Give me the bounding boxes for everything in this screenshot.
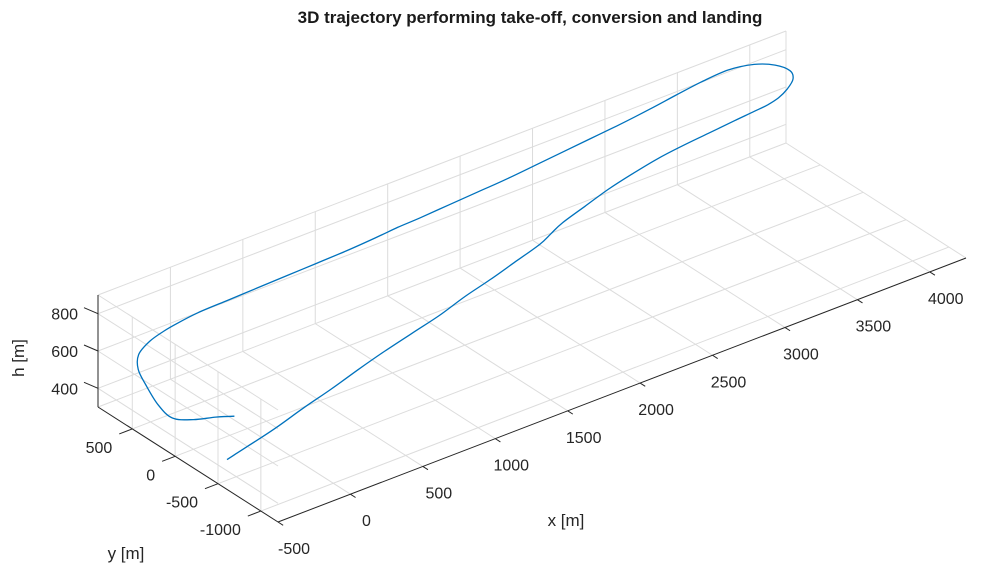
trajectory-line-0 — [136, 63, 794, 461]
x-tick-label: 500 — [425, 485, 452, 502]
floor-gridline-x — [387, 295, 568, 412]
y-tick-mark — [204, 483, 219, 490]
x-axis-line — [277, 257, 967, 523]
z-axis-label: h [m] — [9, 339, 28, 377]
box-edge — [785, 142, 967, 259]
x-tick-mark — [494, 438, 501, 443]
z-tick-mark — [83, 307, 99, 315]
floor-gridline-x — [749, 156, 931, 273]
x-tick-mark — [422, 465, 429, 471]
x-tick-label: -500 — [278, 541, 310, 558]
x-tick-mark — [712, 354, 718, 359]
x-tick-mark — [929, 271, 936, 276]
x-tick-mark — [784, 327, 791, 332]
y-tick-mark — [161, 455, 176, 462]
x-tick-mark — [567, 410, 574, 415]
x-tick-label: 2000 — [638, 402, 674, 419]
x-tick-mark — [857, 299, 863, 304]
z-tick-label: 600 — [51, 344, 78, 361]
x-tick-label: 4000 — [928, 291, 964, 308]
x-tick-label: 2500 — [711, 374, 747, 391]
x-tick-mark — [350, 493, 356, 498]
floor-gridline-y — [260, 246, 950, 512]
y-tick-label: 0 — [146, 467, 155, 484]
floor-gridline-y — [217, 219, 907, 485]
floor-gridline-x — [242, 350, 424, 467]
x-tick-label: 1000 — [493, 458, 529, 475]
y-axis-label: y [m] — [108, 544, 145, 563]
labels-layer: -500 0 500 1000 1500 2000 2500 3000 3500 4000 500 0… — [51, 291, 963, 558]
box-edge — [97, 294, 279, 411]
series-layer — [136, 63, 794, 461]
x-tick-mark — [639, 382, 646, 387]
floor-gridline-y — [174, 191, 864, 457]
backwall-gridline-z — [97, 123, 787, 389]
box-edge — [97, 30, 787, 296]
floor-gridline-x — [532, 239, 713, 356]
z-tick-mark — [83, 381, 99, 389]
axes-layer — [83, 257, 967, 526]
sidewall-gridline-z — [97, 350, 279, 467]
y-tick-mark — [247, 510, 262, 517]
floor-gridline-x — [314, 323, 496, 440]
y-tick-label: -1000 — [200, 522, 241, 539]
z-tick-label: 800 — [51, 307, 78, 324]
z-tick-mark — [83, 344, 99, 352]
y-tick-label: 500 — [86, 440, 113, 457]
floor-gridline-y — [132, 164, 821, 430]
sidewall-gridline-z — [97, 313, 279, 430]
x-tick-label: 3500 — [856, 319, 892, 336]
floor-gridline-x — [604, 212, 786, 328]
z-tick-label: 400 — [51, 381, 78, 398]
y-tick-mark — [119, 428, 133, 435]
x-tick-mark — [277, 521, 284, 526]
x-tick-label: 1500 — [566, 430, 602, 447]
box-edge — [97, 142, 787, 408]
y-axis-line — [97, 406, 279, 523]
x-axis-label: x [m] — [548, 511, 585, 530]
floor-gridline-x — [677, 184, 858, 301]
grid-layer — [97, 30, 967, 523]
chart-title: 3D trajectory performing take-off, conve… — [298, 8, 763, 27]
floor-gridline-x — [459, 267, 641, 384]
y-tick-label: -500 — [166, 495, 198, 512]
backwall-gridline-z — [97, 49, 787, 315]
x-tick-label: 0 — [362, 513, 371, 530]
x-tick-label: 3000 — [783, 346, 819, 363]
sidewall-gridline-z — [97, 387, 279, 504]
